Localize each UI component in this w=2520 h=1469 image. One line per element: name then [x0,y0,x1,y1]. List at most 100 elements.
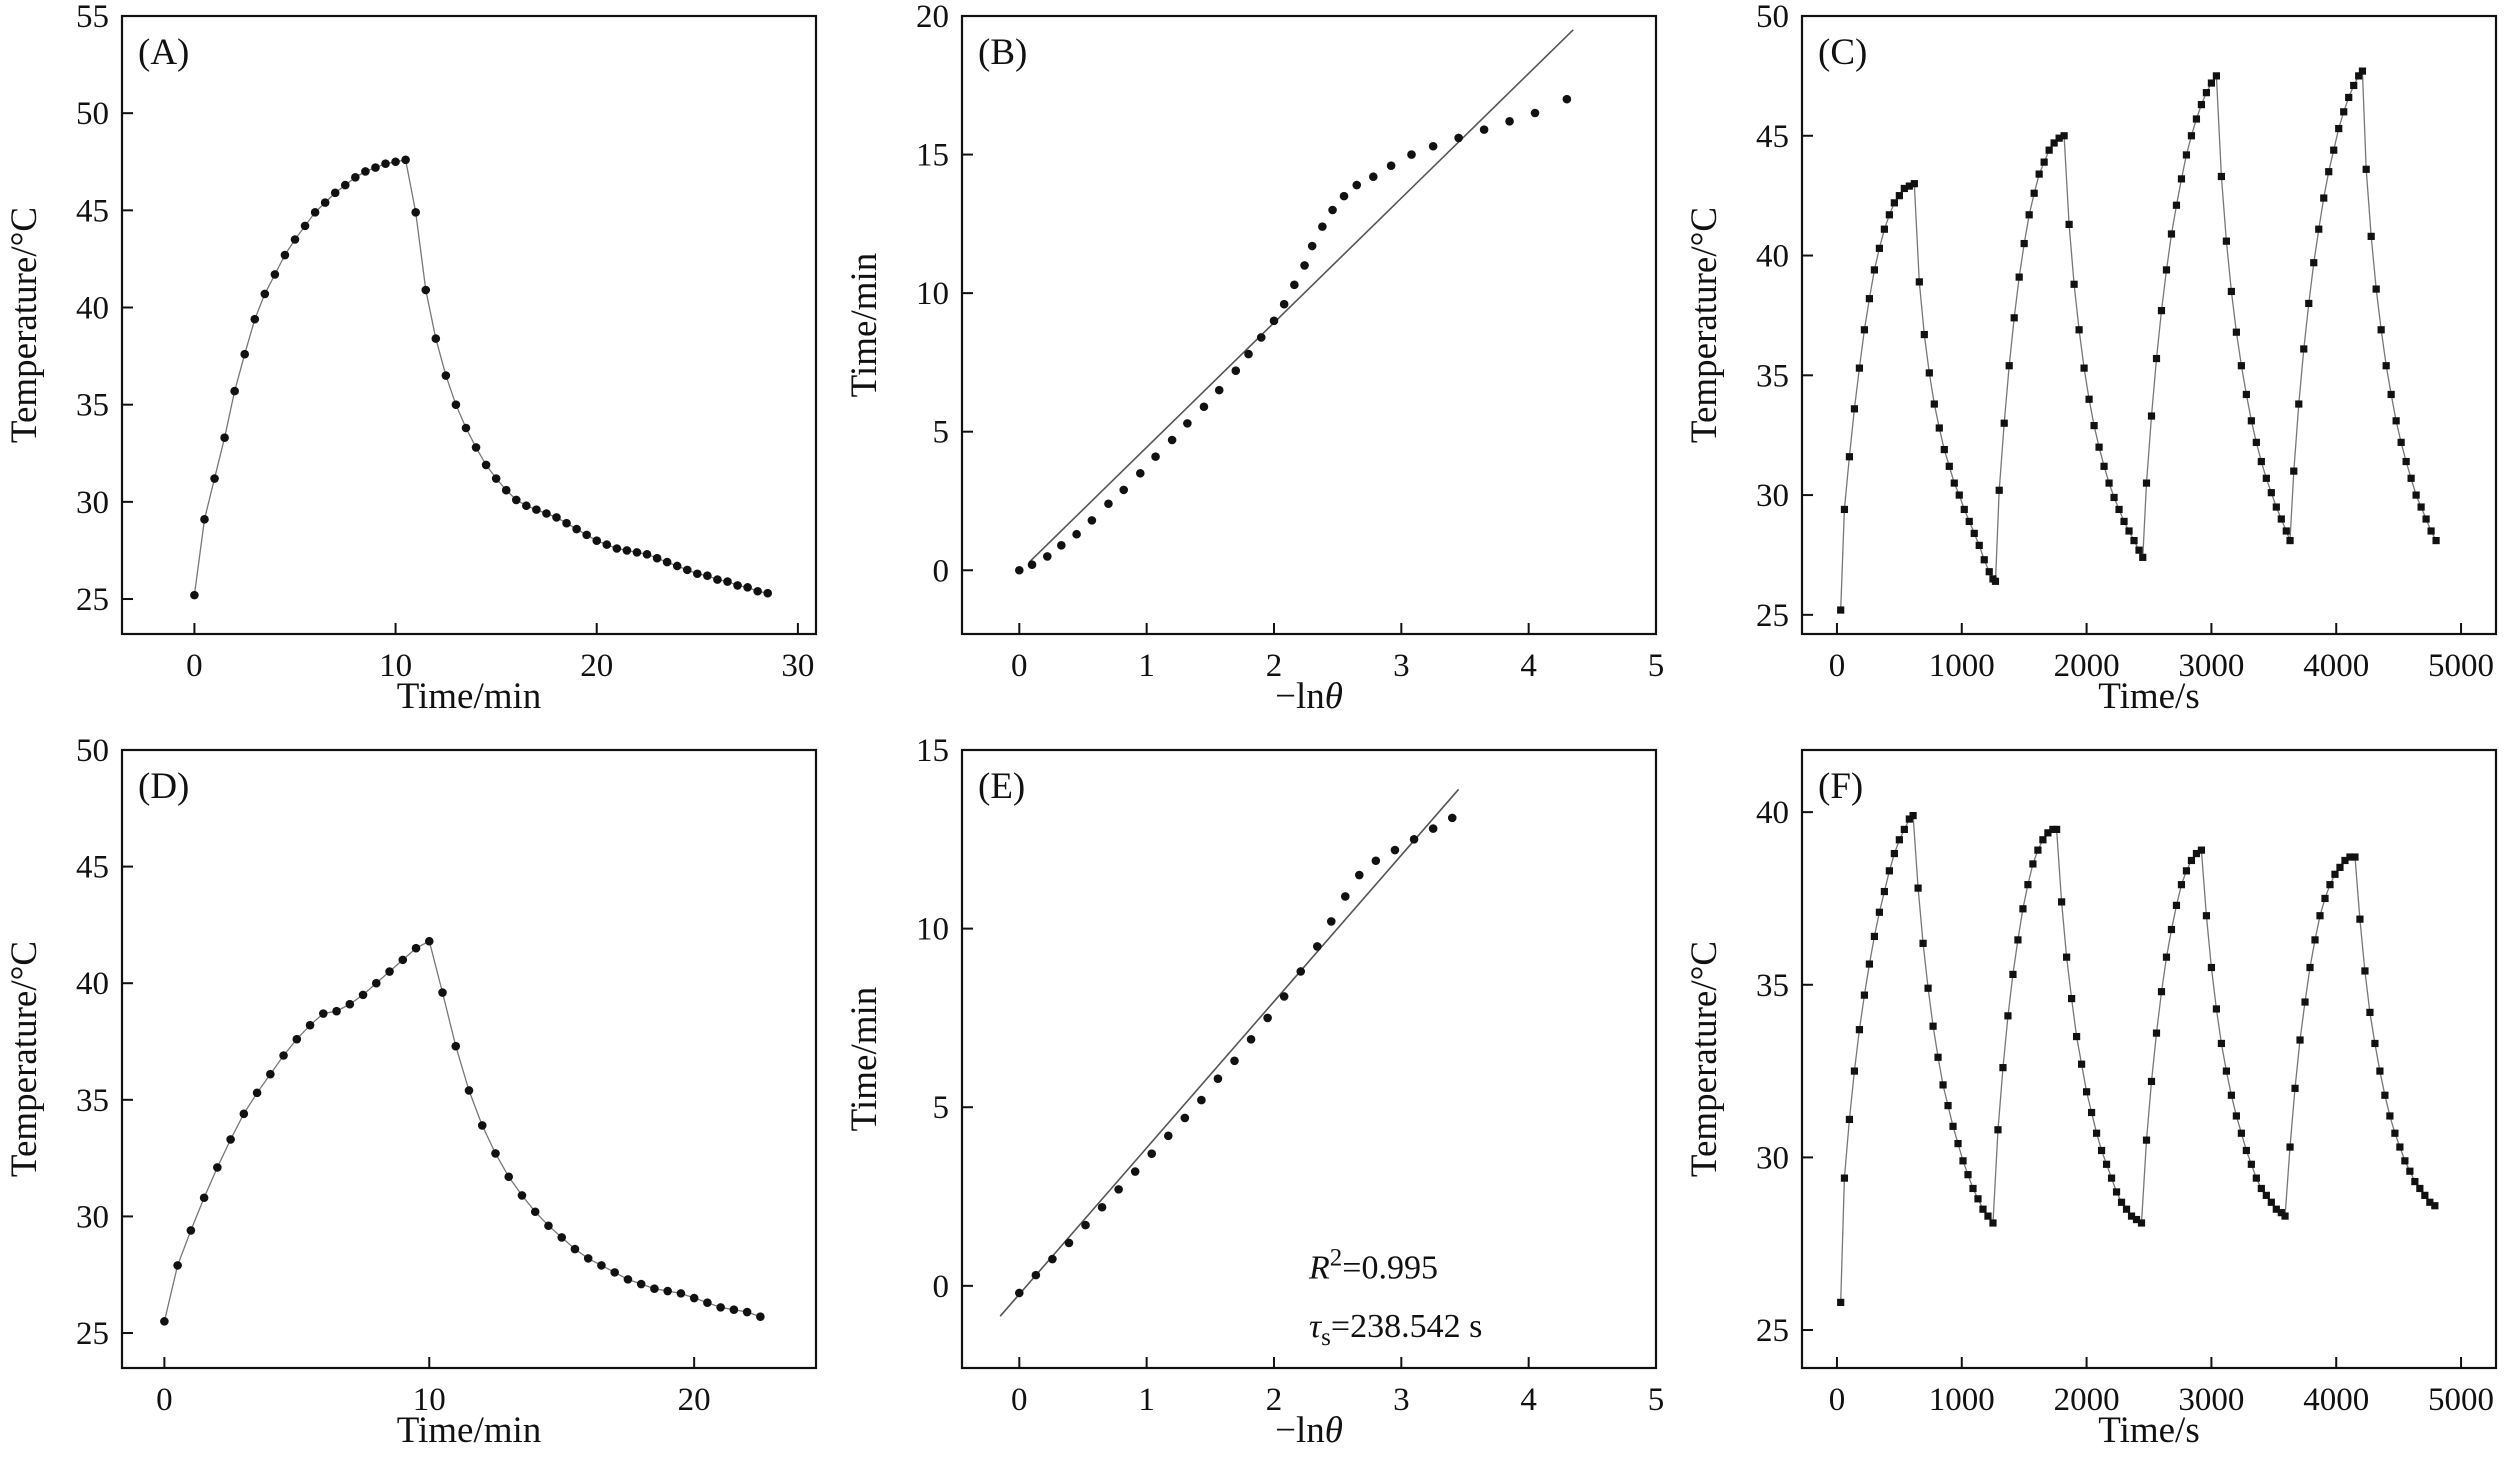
data-point [2197,101,2206,109]
data-point [319,1009,328,1018]
data-point [1944,1102,1952,1110]
panel-label: (F) [1818,766,1863,807]
data-point [763,588,773,598]
x-tick-label: 0 [1011,1382,1028,1418]
data-point [2090,422,2098,430]
data-point [1984,1212,1992,1220]
data-point [511,495,521,505]
data-point [522,501,531,511]
data-point [2396,1143,2404,1151]
data-point [1914,884,1922,892]
data-point [2401,1157,2409,1165]
data-point [2137,1219,2146,1227]
data-point [2152,1029,2161,1037]
data-point [1064,1238,1074,1248]
data-point [703,1298,712,1308]
data-point [1290,280,1299,290]
data-point [1269,316,1279,326]
axes-box [960,748,1658,1370]
data-point [2320,194,2328,202]
data-point [1900,825,1908,834]
data-point [464,1086,474,1095]
data-point [2142,479,2151,487]
data-point [2049,825,2057,834]
data-point [2167,925,2176,934]
data-point [2135,546,2143,554]
data-point [1939,1081,1947,1089]
data-point [592,536,602,546]
y-tick-label: 50 [76,734,109,769]
data-point [1925,369,1933,377]
data-point [2355,72,2363,80]
data-point [2044,829,2052,837]
data-point [2277,515,2285,523]
data-point [610,1268,619,1277]
data-point [1930,400,1938,408]
data-point [2326,881,2334,889]
data-point [2345,93,2353,102]
data-point [1919,939,1927,947]
data-point [1279,299,1289,309]
data-point [1340,892,1350,901]
x-tick-label: 1 [1138,648,1155,684]
data-point [1995,486,2003,494]
data-point [2212,72,2221,80]
data-point [663,1286,672,1296]
data-point [385,967,394,976]
data-point [2130,536,2138,545]
data-point [2060,132,2068,140]
data-point [2232,1112,2240,1120]
data-point [2252,1174,2260,1182]
data-point [1213,1074,1223,1083]
data-point [1015,565,1024,575]
data-point [2325,168,2333,176]
data-point [2272,1205,2280,1213]
data-point [310,207,320,217]
data-point [199,1193,209,1203]
data-point [1989,1219,1997,1227]
data-point [530,1207,540,1217]
data-point [2075,326,2083,334]
data-point [652,553,662,563]
data-point [689,1293,699,1303]
data-point [213,1163,222,1172]
data-point [1371,856,1381,866]
data-point [2277,1209,2285,1217]
data-point [1994,1126,2002,1134]
y-tick-label: 45 [1756,119,1789,155]
data-point [1087,516,1097,525]
data-point [2335,124,2343,133]
data-point [2122,1205,2131,1213]
y-tick-label: 10 [916,912,949,948]
data-point [2242,1146,2250,1155]
data-point [424,936,434,946]
data-point [2063,953,2071,961]
data-point [2117,1198,2126,1206]
y-tick-label: 5 [933,1090,950,1126]
data-point [1352,180,1362,190]
data-point [583,1254,593,1263]
data-point [2197,846,2206,854]
data-point [2142,1136,2151,1144]
data-point [2296,1036,2304,1044]
data-point [1860,991,1869,999]
data-point [1890,849,1898,858]
data-point [1151,452,1160,461]
data-point [186,1226,196,1235]
data-point [742,1307,752,1317]
x-tick-label: 2 [1266,648,1283,684]
data-point [2085,395,2093,403]
data-point [2029,860,2037,868]
data-point [2035,170,2043,178]
data-point [451,1041,461,1051]
data-point [305,1020,315,1030]
data-point [2009,970,2017,979]
data-point [431,334,441,343]
data-point [477,1121,487,1130]
panel-d-chart: 0 10 20 25 30 35 40 45 50 (D) Time/min Temperature/… [4,734,818,1451]
panel-b: 0 1 2 3 4 5 0 5 10 15 20 (B) −lnθ Time/min [840,0,1680,734]
x-axis-label: −lnθ [1275,676,1343,717]
data-point [729,1305,739,1314]
data-point [1959,1157,1967,1165]
data-point [2262,1191,2270,1199]
